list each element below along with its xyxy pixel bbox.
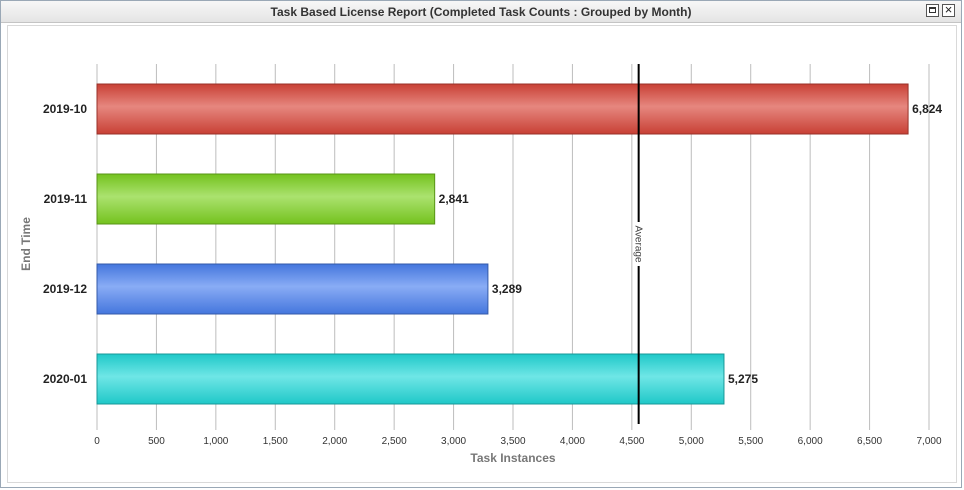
data-label: 3,289: [492, 282, 522, 296]
restore-window-icon[interactable]: [926, 4, 939, 17]
y-tick-label: 2019-11: [44, 192, 88, 206]
y-tick-label: 2019-12: [43, 282, 87, 296]
x-tick-label: 5,000: [679, 436, 704, 447]
x-tick-label: 3,500: [500, 436, 525, 447]
label-layer: 0 500 1,000 1,500 2,000 2,500 3,000 3,500 4,000 4…: [43, 102, 942, 447]
data-label: 6,824: [912, 102, 942, 116]
bar-layer: [96, 83, 909, 405]
x-axis-title: Task Instances: [470, 451, 555, 465]
x-tick-label: 500: [148, 436, 165, 447]
y-axis-title: End Time: [19, 217, 33, 271]
bar-2020-01[interactable]: [96, 353, 725, 405]
y-tick-label: 2019-10: [43, 102, 87, 116]
close-glyph: ×: [944, 2, 953, 17]
x-tick-label: 1,000: [203, 436, 228, 447]
bar-2019-10[interactable]: [96, 83, 909, 135]
window-title: Task Based License Report (Completed Tas…: [270, 5, 692, 19]
x-tick-label: 6,500: [857, 436, 882, 447]
x-tick-label: 6,000: [798, 436, 823, 447]
bar-2019-11[interactable]: [96, 173, 436, 225]
x-tick-label: 5,500: [738, 436, 763, 447]
x-tick-label: 2,500: [382, 436, 407, 447]
x-tick-label: 2,000: [322, 436, 347, 447]
x-tick-label: 7,000: [916, 436, 941, 447]
bar-2019-12[interactable]: [96, 263, 489, 315]
bar-chart: Average 0 500 1,000 1,500 2,000 2,500 3,000 3,5…: [19, 64, 942, 465]
average-label: Average: [633, 225, 644, 263]
x-tick-label: 4,500: [619, 436, 644, 447]
data-label: 2,841: [439, 192, 469, 206]
close-icon[interactable]: ×: [942, 2, 955, 17]
data-label: 5,275: [728, 372, 758, 386]
restore-glyph: [929, 7, 936, 13]
window-titlebar: Task Based License Report (Completed Tas…: [1, 1, 961, 23]
x-tick-label: 4,000: [560, 436, 585, 447]
average-label-bg: [632, 222, 645, 266]
average-layer: Average: [632, 64, 645, 424]
x-tick-label: 0: [94, 436, 100, 447]
x-tick-label: 3,000: [441, 436, 466, 447]
chart-frame: Average 0 500 1,000 1,500 2,000 2,500 3,000 3,5…: [7, 25, 957, 483]
x-tick-label: 1,500: [263, 436, 288, 447]
y-tick-label: 2020-01: [43, 372, 87, 386]
